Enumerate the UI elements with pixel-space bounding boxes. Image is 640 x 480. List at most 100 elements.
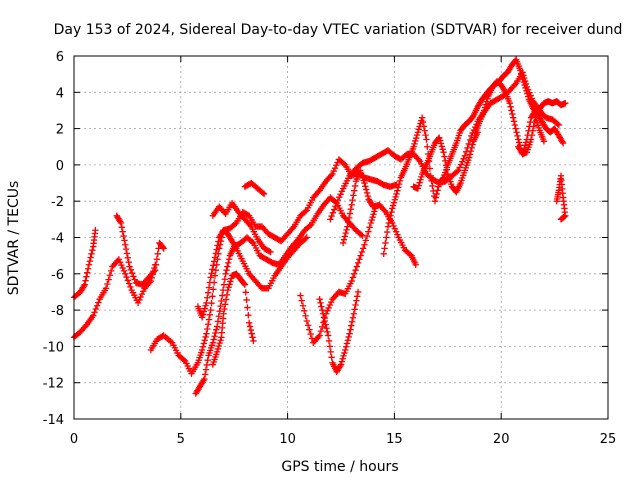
data-point [85, 261, 93, 268]
data-point [240, 280, 248, 287]
data-point [316, 332, 323, 339]
data-point [207, 306, 214, 314]
data-point [231, 220, 239, 228]
data-point [351, 270, 358, 277]
data-point [203, 299, 210, 307]
data-point [343, 226, 350, 234]
data-point [381, 207, 388, 214]
data-point [152, 261, 160, 268]
data-point [224, 263, 231, 270]
data-point [205, 316, 213, 323]
data-point [125, 280, 133, 287]
data-point [418, 173, 425, 181]
data-point [415, 182, 422, 189]
data-point [339, 239, 347, 247]
data-point [315, 333, 322, 341]
data-point [350, 310, 358, 317]
data-point [324, 332, 332, 339]
data-point [434, 187, 441, 194]
data-point [395, 184, 402, 191]
data-point [554, 120, 561, 128]
data-point [82, 277, 89, 284]
data-point [246, 221, 254, 229]
data-point [249, 334, 256, 341]
data-point [299, 302, 307, 309]
data-point [349, 274, 357, 281]
data-point [363, 189, 371, 197]
data-point [302, 312, 309, 320]
data-point [245, 311, 252, 319]
data-point [418, 114, 426, 121]
data-point [389, 202, 397, 209]
data-point [343, 340, 351, 347]
data-point [198, 346, 206, 354]
data-point [423, 136, 430, 143]
data-point [105, 276, 112, 283]
data-point [433, 190, 440, 198]
y-tick-label: -10 [43, 340, 64, 355]
data-point [210, 258, 218, 265]
data-point [440, 148, 447, 156]
data-point [435, 183, 442, 190]
data-point [319, 323, 326, 330]
data-point [224, 286, 231, 294]
data-point [316, 296, 323, 303]
data-point [413, 131, 421, 139]
data-point [90, 312, 97, 319]
data-point [340, 160, 348, 168]
data-point [346, 330, 353, 337]
data-point [317, 327, 325, 335]
data-point [325, 304, 332, 312]
data-point [412, 137, 419, 145]
data-point [337, 361, 345, 368]
data-point [232, 243, 239, 251]
data-point [430, 187, 437, 195]
y-tick-label: 0 [56, 159, 64, 174]
data-point [200, 377, 207, 384]
data-point [540, 138, 548, 145]
data-point [469, 141, 476, 148]
data-point [303, 317, 311, 325]
data-point [210, 336, 217, 343]
data-point [342, 343, 350, 350]
data-point [558, 215, 566, 222]
data-point [222, 270, 229, 277]
data-point [326, 343, 334, 350]
data-point [127, 266, 135, 274]
data-point [333, 199, 340, 207]
data-point [327, 216, 334, 223]
data-point [416, 179, 423, 186]
data-point [215, 238, 222, 245]
data-point [127, 283, 134, 291]
data-point [80, 282, 88, 290]
y-tick-label: 6 [56, 50, 64, 65]
data-point [328, 354, 335, 361]
data-point [518, 70, 525, 77]
data-point [228, 275, 235, 282]
data-point [392, 193, 399, 201]
data-point [333, 162, 340, 169]
data-point [147, 277, 155, 285]
data-point [201, 305, 208, 312]
data-point [225, 284, 232, 291]
data-point [443, 166, 451, 173]
data-point [352, 301, 359, 309]
data-point [198, 314, 206, 321]
data-point [302, 235, 309, 242]
data-point [137, 293, 144, 301]
data-point [442, 162, 450, 169]
data-point [204, 321, 212, 328]
data-point [327, 172, 335, 179]
data-point [480, 107, 488, 114]
data-point [107, 267, 115, 275]
data-point [81, 281, 88, 288]
data-point [338, 358, 346, 365]
data-point [304, 322, 312, 329]
data-point [368, 216, 375, 224]
data-point [211, 333, 218, 340]
data-point [214, 318, 222, 325]
data-point [118, 261, 125, 269]
data-point [345, 214, 353, 222]
data-point [559, 139, 567, 147]
data-point [334, 196, 342, 204]
